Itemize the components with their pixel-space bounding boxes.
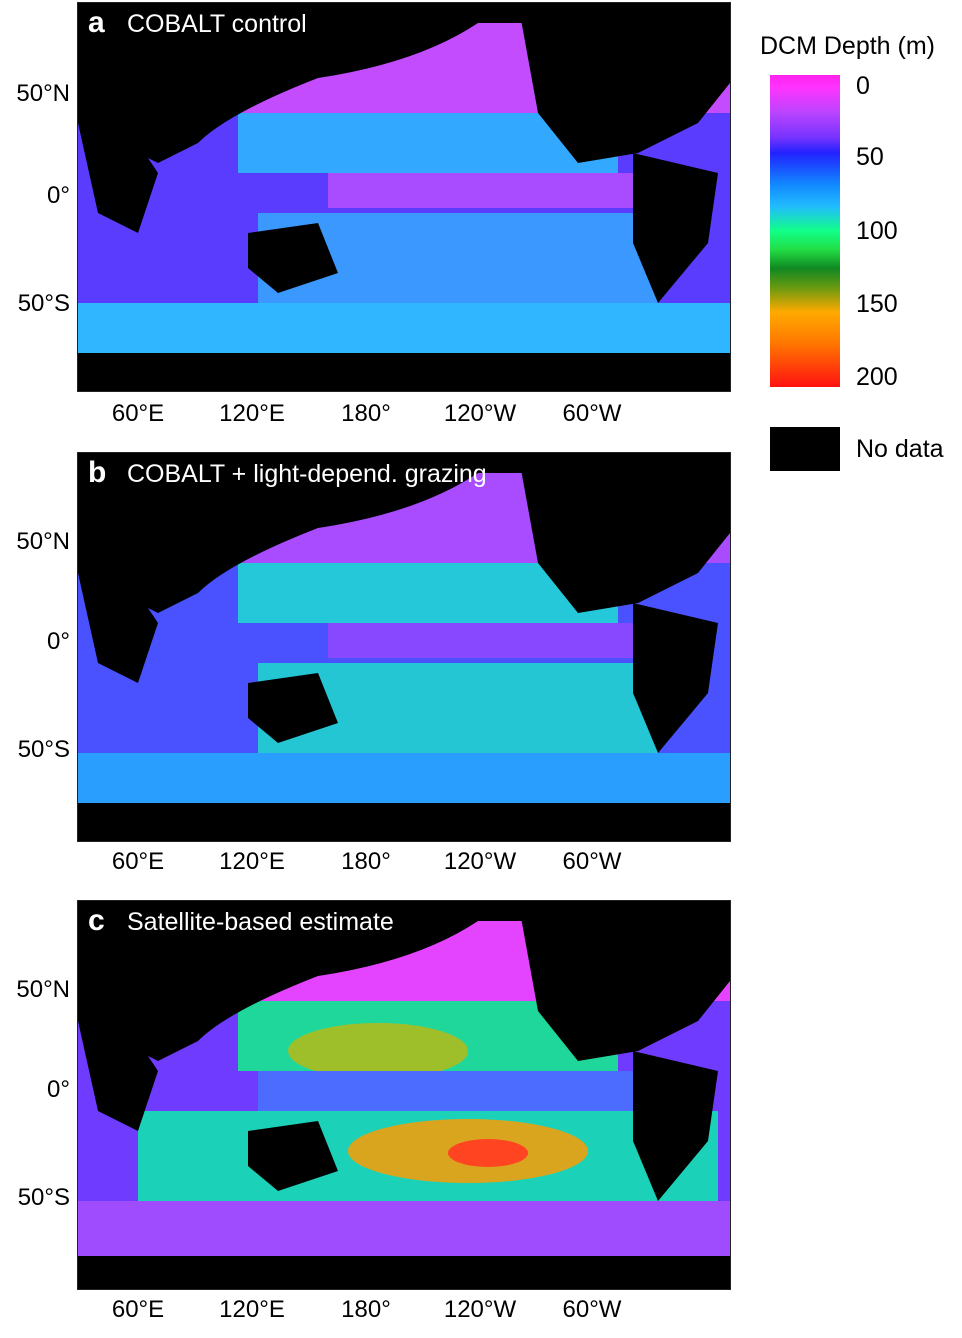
lat-label-50n: 50°N bbox=[16, 528, 70, 555]
colorbar-tick-200: 200 bbox=[856, 363, 898, 391]
lon-label-60w: 60°W bbox=[562, 400, 622, 427]
eurasia-north-america bbox=[78, 901, 730, 1061]
world-map-a bbox=[78, 3, 730, 391]
south-america bbox=[633, 153, 718, 303]
lat-label-0: 0° bbox=[47, 182, 70, 209]
antarctica bbox=[78, 1256, 730, 1289]
africa bbox=[78, 563, 158, 683]
south-pacific-deepest-core bbox=[448, 1139, 528, 1167]
colorbar-tick-100: 100 bbox=[856, 217, 898, 245]
lon-label-120w: 120°W bbox=[443, 400, 517, 427]
lon-label-60w: 60°W bbox=[562, 848, 622, 875]
lon-label-120w: 120°W bbox=[443, 1296, 517, 1323]
panel-b: b COBALT + light-depend. grazing 50°N 0°… bbox=[0, 450, 760, 890]
lon-label-120e: 120°E bbox=[219, 1296, 285, 1323]
panel-a: a COBALT control 50°N 0° 50°S 60°E 120°E… bbox=[0, 0, 760, 440]
panel-title: COBALT control bbox=[127, 10, 307, 38]
north-america bbox=[518, 3, 730, 163]
lat-label-50s: 50°S bbox=[17, 290, 70, 317]
eurasia-north-america bbox=[78, 453, 730, 613]
lat-label-0: 0° bbox=[47, 628, 70, 655]
lon-label-120w: 120°W bbox=[443, 848, 517, 875]
legend-title: DCM Depth (m) bbox=[760, 32, 936, 60]
australia bbox=[248, 223, 338, 293]
south-america bbox=[633, 603, 718, 753]
africa bbox=[78, 113, 158, 233]
colorbar-tick-0: 0 bbox=[856, 72, 870, 100]
southern-band bbox=[78, 1201, 730, 1256]
africa bbox=[78, 1011, 158, 1131]
eurasia-north-america bbox=[78, 3, 730, 163]
north-america bbox=[518, 453, 730, 613]
lon-label-60e: 60°E bbox=[111, 848, 165, 875]
north-america bbox=[518, 901, 730, 1061]
north-pacific-deep-core bbox=[288, 1023, 468, 1079]
colorbar-tick-150: 150 bbox=[856, 290, 898, 318]
lon-label-60e: 60°E bbox=[111, 400, 165, 427]
panel-letter: b bbox=[88, 456, 107, 489]
antarctica bbox=[78, 803, 730, 841]
lat-label-0: 0° bbox=[47, 1076, 70, 1103]
lat-label-50s: 50°S bbox=[17, 736, 70, 763]
southern-band bbox=[78, 753, 730, 803]
panel-title: Satellite-based estimate bbox=[127, 908, 394, 936]
panel-letter: a bbox=[88, 6, 105, 39]
panel-c: c Satellite-based estimate 50°N 0° 50°S … bbox=[0, 898, 760, 1338]
lon-label-60w: 60°W bbox=[562, 1296, 622, 1323]
map-panel-c bbox=[77, 900, 731, 1290]
lon-label-120e: 120°E bbox=[219, 848, 285, 875]
legend: DCM Depth (m) 0 50 100 150 200 No data bbox=[760, 30, 960, 480]
lat-label-50n: 50°N bbox=[16, 80, 70, 107]
equatorial-band bbox=[328, 173, 648, 208]
map-panel-a bbox=[77, 2, 731, 392]
antarctica bbox=[78, 353, 730, 391]
southern-band bbox=[78, 303, 730, 353]
colorbar bbox=[770, 75, 840, 387]
lon-label-180: 180° bbox=[341, 400, 391, 427]
colorbar-tick-50: 50 bbox=[856, 143, 884, 171]
world-map-c bbox=[78, 901, 730, 1289]
equatorial-band bbox=[328, 623, 648, 658]
panel-letter: c bbox=[88, 904, 105, 937]
south-america bbox=[633, 1051, 718, 1201]
panel-title: COBALT + light-depend. grazing bbox=[127, 460, 487, 488]
no-data-label: No data bbox=[856, 435, 944, 463]
lat-label-50s: 50°S bbox=[17, 1184, 70, 1211]
equatorial-band bbox=[258, 1071, 678, 1111]
australia bbox=[248, 1121, 338, 1191]
no-data-swatch bbox=[770, 427, 840, 471]
lon-label-60e: 60°E bbox=[111, 1296, 165, 1323]
lon-label-120e: 120°E bbox=[219, 400, 285, 427]
map-panel-b bbox=[77, 452, 731, 842]
world-map-b bbox=[78, 453, 730, 841]
lat-label-50n: 50°N bbox=[16, 976, 70, 1003]
lon-label-180: 180° bbox=[341, 1296, 391, 1323]
lon-label-180: 180° bbox=[341, 848, 391, 875]
australia bbox=[248, 673, 338, 743]
